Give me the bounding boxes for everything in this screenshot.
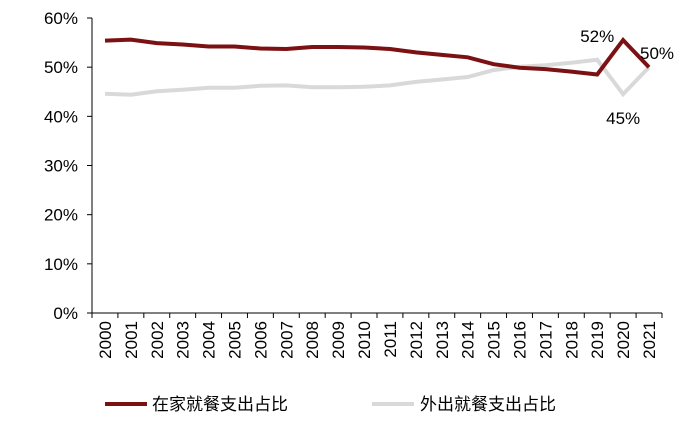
- x-tick-label: 2006: [251, 321, 270, 359]
- series-line-1: [104, 57, 651, 98]
- legend-label-0: 在家就餐支出占比: [152, 395, 288, 415]
- x-tick-label: 2007: [277, 321, 296, 359]
- data-label: 45%: [606, 109, 640, 128]
- x-tick-label: 2010: [355, 321, 374, 359]
- series-line-0: [104, 37, 651, 77]
- x-tick-label: 2011: [381, 321, 400, 358]
- legend-label-1: 外出就餐支出占比: [420, 395, 556, 415]
- x-tick-label: 2012: [407, 321, 426, 359]
- x-tick-label: 2001: [122, 321, 141, 359]
- x-tick-label: 2017: [536, 321, 555, 359]
- x-tick-label: 2000: [96, 321, 115, 359]
- x-tick-label: 2016: [511, 321, 530, 359]
- x-tick-label: 2018: [562, 321, 581, 359]
- y-tick-label: 0%: [53, 304, 78, 323]
- y-tick-label: 60%: [44, 9, 78, 28]
- x-tick-label: 2021: [640, 321, 659, 359]
- y-tick-label: 40%: [44, 107, 78, 126]
- y-tick-label: 50%: [44, 58, 78, 77]
- x-tick-label: 2014: [459, 321, 478, 359]
- y-tick-label: 20%: [44, 206, 78, 225]
- x-tick-label: 2002: [148, 321, 167, 359]
- data-label: 52%: [580, 27, 614, 46]
- x-tick-label: 2003: [174, 321, 193, 359]
- x-tick-label: 2015: [485, 321, 504, 359]
- y-tick-label: 30%: [44, 157, 78, 176]
- x-tick-label: 2004: [200, 321, 219, 359]
- x-tick-label: 2019: [588, 321, 607, 359]
- data-label: 50%: [640, 44, 674, 63]
- x-tick-label: 2013: [433, 321, 452, 359]
- x-tick-label: 2005: [226, 321, 245, 359]
- y-tick-label: 10%: [44, 255, 78, 274]
- x-tick-label: 2020: [614, 321, 633, 359]
- x-tick-label: 2009: [329, 321, 348, 359]
- x-tick-label: 2008: [303, 321, 322, 359]
